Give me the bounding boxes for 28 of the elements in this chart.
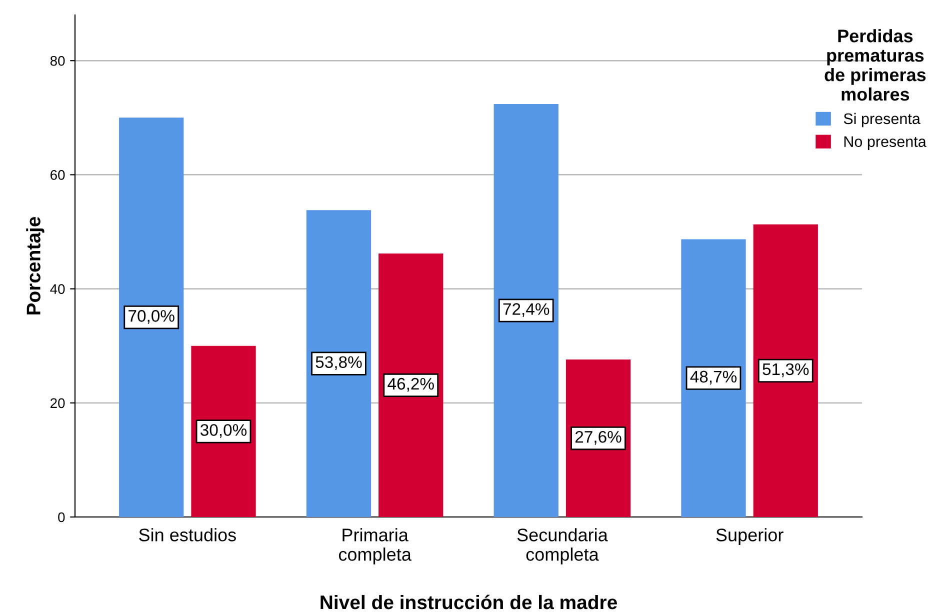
bar (119, 118, 184, 517)
x-tick-label: Secundaria completa (517, 528, 608, 564)
data-label: 30,0% (200, 424, 247, 438)
x-tick-label: Superior (716, 528, 784, 545)
y-axis-title: Porcentaje (26, 216, 44, 314)
x-tick-label: Sin estudios (139, 528, 236, 542)
x-axis-title: Nivel de instrucción de la madre (320, 594, 617, 610)
data-label: 53,8% (316, 356, 362, 370)
data-label: 27,6% (575, 430, 622, 445)
bar (681, 239, 746, 517)
data-label: 72,4% (503, 303, 550, 317)
legend-label: No presenta (844, 136, 926, 150)
data-label: 70,0% (128, 310, 174, 324)
bar (378, 253, 444, 517)
data-label: 51,3% (762, 363, 809, 378)
y-tick-label: 40 (50, 284, 65, 294)
data-label: 46,2% (388, 378, 434, 392)
bar (753, 224, 818, 517)
x-tick-label: Primaria completa (338, 528, 412, 564)
y-tick-label: 60 (50, 170, 65, 180)
data-label: 48,7% (690, 370, 737, 385)
y-tick-label: 0 (58, 512, 65, 522)
bar (306, 210, 372, 517)
legend-title: Perdidas prematuras de primeras molares (824, 29, 926, 101)
legend-label: Si presenta (844, 112, 920, 128)
bar (494, 104, 558, 517)
y-tick-label: 20 (50, 398, 65, 408)
y-tick-label: 80 (50, 56, 65, 66)
